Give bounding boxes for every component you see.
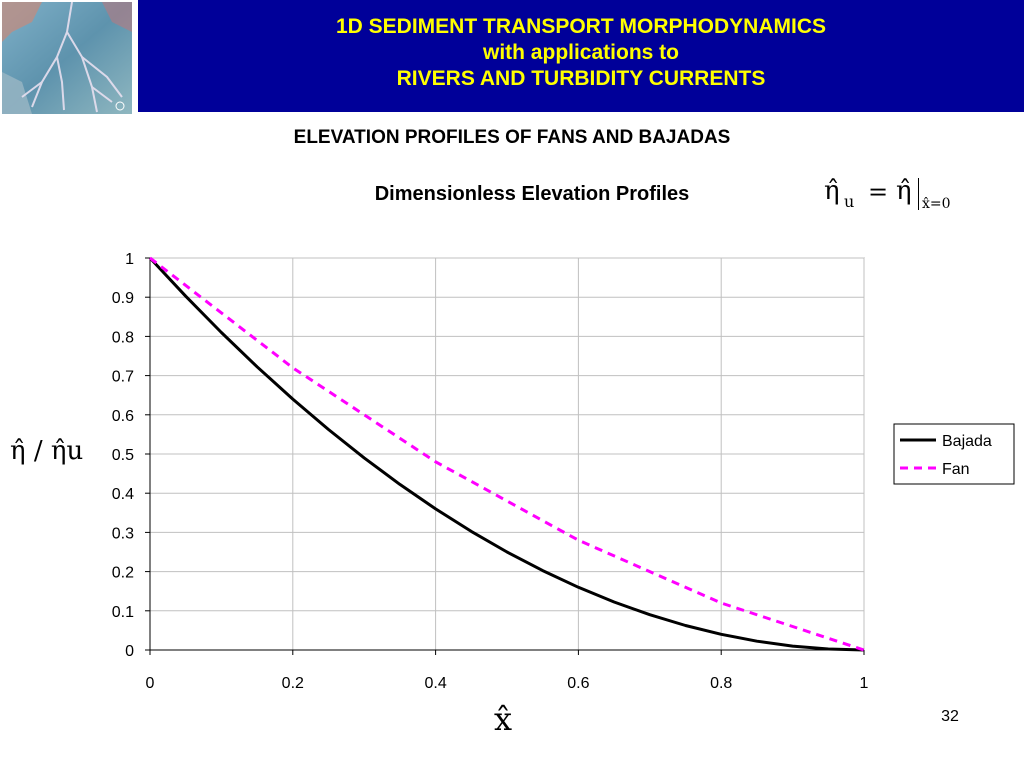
x-tick-label: 0.2 <box>282 675 304 692</box>
eta-u-formula: η̂ u = η̂ x̂=0 <box>820 172 980 222</box>
y-axis-label: η̂ / η̂u <box>10 436 84 466</box>
formula-lhs-sub: u <box>844 192 855 211</box>
formula-eval-bar <box>918 178 919 210</box>
legend-box <box>893 423 1015 485</box>
y-tick-label: 0.1 <box>112 604 134 621</box>
formula-lhs: η̂ <box>824 176 840 206</box>
x-tick-label: 0 <box>146 675 155 692</box>
chart-title: Dimensionless Elevation Profiles <box>374 183 690 205</box>
header-line-1: 1D SEDIMENT TRANSPORT MORPHODYNAMICS <box>335 15 827 38</box>
y-tick-label: 0.9 <box>112 290 134 307</box>
x-axis-label: x̂ <box>494 700 513 738</box>
series-line-bajada <box>148 256 865 652</box>
y-tick-label: 0 <box>125 643 134 660</box>
header-line-3: RIVERS AND TURBIDITY CURRENTS <box>396 67 766 90</box>
y-tick-label: 0.6 <box>112 408 134 425</box>
y-tick-label: 0.8 <box>112 329 134 346</box>
x-tick-label: 0.6 <box>567 675 589 692</box>
y-tick-label: 0.4 <box>112 486 134 503</box>
x-tick-label: 0.8 <box>710 675 732 692</box>
y-tick-label: 0.7 <box>112 369 134 386</box>
formula-eval-sub: x̂=0 <box>922 196 951 212</box>
data-series <box>148 256 865 652</box>
slide-title: ELEVATION PROFILES OF FANS AND BAJADAS <box>293 127 731 148</box>
formula-rhs: η̂ <box>896 176 912 206</box>
y-tick-label: 0.2 <box>112 565 134 582</box>
page-number: 32 <box>941 708 959 725</box>
tick-labels: 0 0.2 0.4 0.6 0.8 1 0 0.1 0.2 0.3 0.4 0.5 0.6 0.7 0.8 0… <box>112 251 869 692</box>
x-tick-label: 1 <box>860 675 869 692</box>
y-tick-label: 0.3 <box>112 525 134 542</box>
header-band: 1D SEDIMENT TRANSPORT MORPHODYNAMICS wit… <box>138 0 1024 112</box>
header-line-2: with applications to <box>482 41 679 64</box>
legend-label-fan: Fan <box>942 461 970 478</box>
delta-logo-image <box>2 2 132 114</box>
grid-lines <box>145 257 865 655</box>
legend-label-bajada: Bajada <box>942 433 992 450</box>
formula-equals: = <box>868 178 889 206</box>
y-tick-label: 1 <box>125 251 134 268</box>
legend: Bajada Fan <box>893 423 1015 485</box>
y-tick-label: 0.5 <box>112 447 134 464</box>
x-tick-label: 0.4 <box>424 675 446 692</box>
header-banner: 1D SEDIMENT TRANSPORT MORPHODYNAMICS wit… <box>0 0 1024 117</box>
